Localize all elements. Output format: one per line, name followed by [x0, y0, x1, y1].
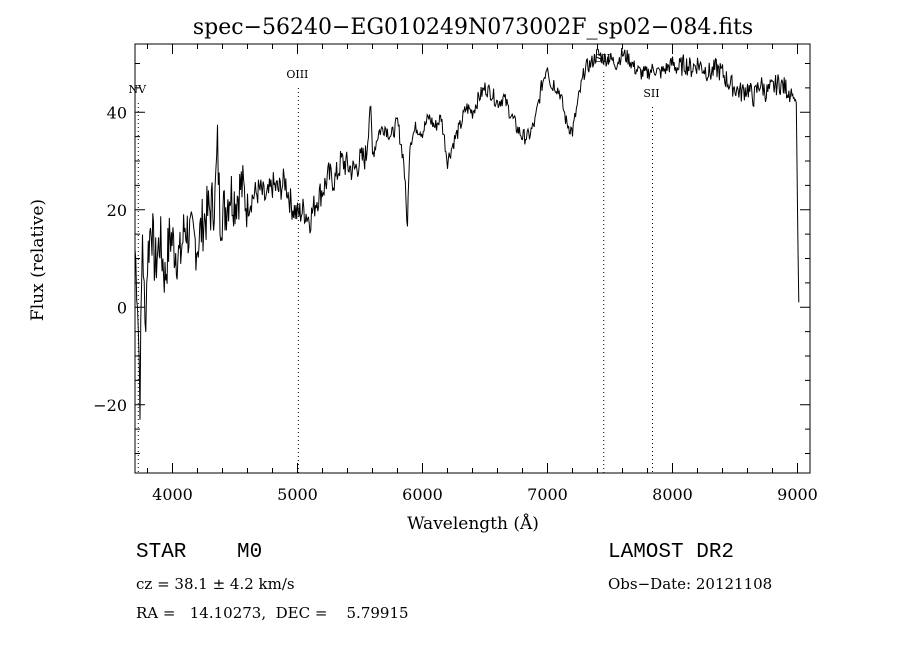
x-tick-label: 8000 [652, 485, 693, 504]
line-marker-label: SII [643, 87, 659, 100]
y-tick-label: 0 [117, 298, 127, 317]
object-class: STAR [136, 541, 187, 564]
y-tick-label: 20 [107, 201, 127, 220]
y-tick-label: 40 [107, 103, 127, 122]
x-tick-label: 9000 [777, 485, 818, 504]
obs-date: Obs−Date: 20121108 [608, 575, 773, 593]
line-marker-label: NV [128, 83, 147, 96]
line-marker-label: OIII [286, 68, 308, 81]
y-tick-label: −20 [93, 396, 127, 415]
x-axis: 4000 5000 6000 7000 8000 9000 [147, 44, 818, 504]
y-axis-label: Flux (relative) [28, 199, 48, 321]
x-tick-label: 7000 [527, 485, 568, 504]
spectrum-series [134, 47, 800, 420]
x-axis-label: Wavelength (Å) [407, 513, 539, 534]
survey-name: LAMOST DR2 [608, 541, 735, 564]
x-tick-label: 6000 [402, 485, 443, 504]
redshift-text: cz = 38.1 ± 4.2 km/s [136, 575, 295, 593]
coordinates-text: RA = 14.10273, DEC = 5.79915 [136, 604, 409, 622]
plot-frame [134, 43, 811, 474]
y-axis: −20 0 20 40 [93, 63, 810, 454]
spectrum-line [134, 47, 800, 420]
x-tick-label: 4000 [152, 485, 193, 504]
chart-title: spec−56240−EG010249N073002F_sp02−084.fit… [193, 15, 753, 40]
object-subclass: M0 [237, 541, 263, 564]
plot-border [134, 43, 811, 474]
x-tick-label: 5000 [277, 485, 318, 504]
